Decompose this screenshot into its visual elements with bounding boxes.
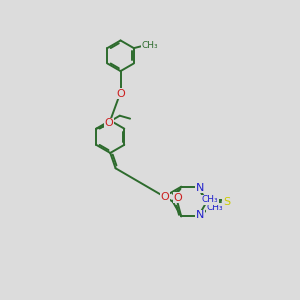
Text: O: O (104, 118, 113, 128)
Text: O: O (116, 89, 125, 99)
Text: CH₃: CH₃ (141, 41, 158, 50)
Text: CH₃: CH₃ (207, 203, 224, 212)
Text: N: N (196, 210, 204, 220)
Text: N: N (196, 183, 204, 193)
Text: S: S (223, 196, 230, 206)
Text: CH₃: CH₃ (202, 195, 218, 204)
Text: O: O (160, 192, 169, 202)
Text: O: O (173, 193, 182, 203)
